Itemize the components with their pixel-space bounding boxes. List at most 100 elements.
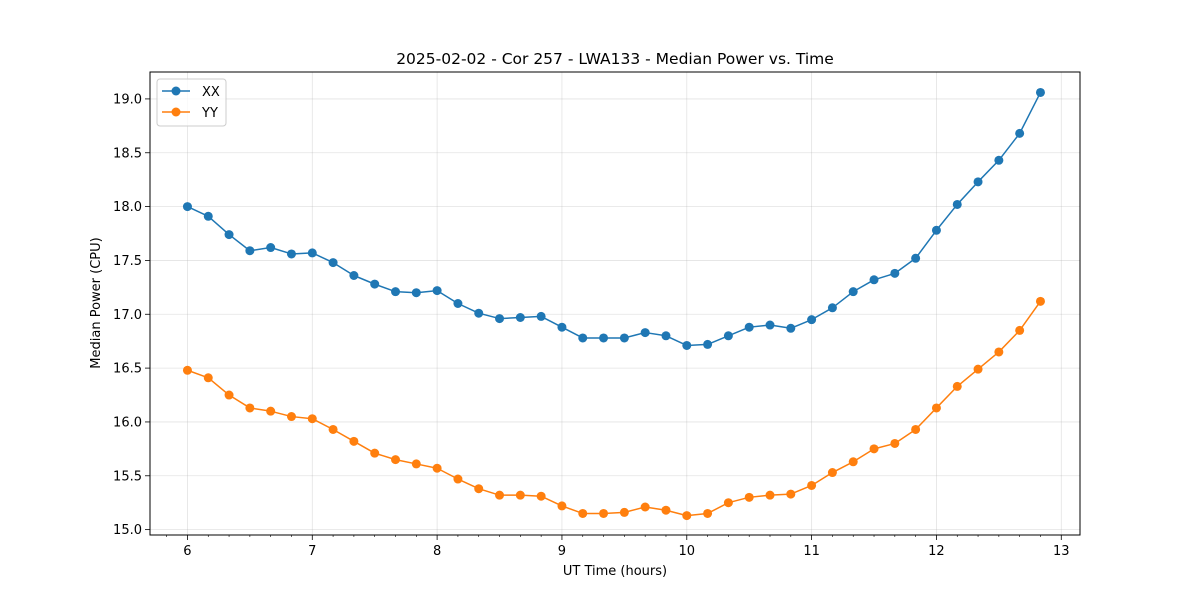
legend-marker-xx bbox=[171, 86, 181, 96]
legend-label-yy: YY bbox=[201, 106, 218, 121]
data-point-xx bbox=[827, 303, 837, 313]
data-point-yy bbox=[682, 511, 692, 521]
x-tick-label: 8 bbox=[433, 544, 441, 559]
data-point-xx bbox=[682, 340, 692, 350]
plot-frame bbox=[149, 71, 1081, 536]
data-point-yy bbox=[432, 463, 442, 473]
data-point-xx bbox=[848, 287, 858, 297]
data-point-xx bbox=[328, 258, 338, 268]
data-point-yy bbox=[557, 501, 567, 511]
data-point-xx bbox=[578, 333, 588, 343]
data-point-yy bbox=[474, 484, 484, 494]
data-point-yy bbox=[661, 505, 671, 515]
data-point-xx bbox=[661, 331, 671, 341]
data-point-xx bbox=[640, 328, 650, 338]
y-tick-label: 17.0 bbox=[113, 308, 142, 323]
data-point-yy bbox=[307, 414, 317, 424]
data-point-xx bbox=[973, 177, 983, 187]
data-point-yy bbox=[370, 448, 380, 458]
data-point-yy bbox=[807, 480, 817, 490]
grid bbox=[150, 72, 1080, 535]
data-point-yy bbox=[827, 468, 837, 478]
data-point-yy bbox=[411, 459, 421, 469]
x-tick-label: 11 bbox=[803, 544, 820, 559]
y-tick-label: 18.5 bbox=[113, 146, 142, 161]
y-axis-label: Median Power (CPU) bbox=[89, 237, 104, 368]
x-axis-ticks: 6 7 8 9 10 11 12 13 bbox=[166, 535, 1070, 559]
data-point-yy bbox=[245, 403, 255, 413]
data-point-yy bbox=[515, 490, 525, 500]
data-point-xx bbox=[245, 246, 255, 256]
x-tick-label: 7 bbox=[308, 544, 316, 559]
data-point-yy bbox=[869, 444, 879, 454]
data-point-yy bbox=[1015, 325, 1025, 335]
data-point-yy bbox=[203, 373, 213, 383]
data-point-xx bbox=[286, 249, 296, 259]
data-point-xx bbox=[931, 225, 941, 235]
data-point-xx bbox=[432, 286, 442, 296]
y-axis-ticks: 15.0 15.5 16.0 16.5 17.0 17.5 18.0 18.5 19.0 bbox=[113, 92, 150, 538]
data-point-xx bbox=[203, 211, 213, 221]
data-point-xx bbox=[786, 323, 796, 333]
data-point-xx bbox=[495, 314, 505, 324]
data-point-yy bbox=[495, 490, 505, 500]
y-tick-label: 18.0 bbox=[113, 200, 142, 215]
data-point-yy bbox=[765, 490, 775, 500]
y-tick-label: 16.5 bbox=[113, 362, 142, 377]
data-point-xx bbox=[869, 275, 879, 285]
data-point-yy bbox=[266, 406, 276, 416]
data-point-yy bbox=[578, 508, 588, 518]
chart-title: 2025-02-02 - Cor 257 - LWA133 - Median P… bbox=[396, 50, 834, 68]
legend-marker-yy bbox=[171, 107, 181, 117]
data-point-yy bbox=[640, 502, 650, 512]
legend-label-xx: XX bbox=[202, 85, 220, 100]
data-point-xx bbox=[224, 230, 234, 240]
data-point-xx bbox=[349, 271, 359, 281]
data-point-yy bbox=[973, 364, 983, 374]
x-tick-label: 6 bbox=[183, 544, 191, 559]
data-point-xx bbox=[703, 339, 713, 349]
data-point-xx bbox=[1015, 128, 1025, 138]
data-point-yy bbox=[1035, 296, 1045, 306]
legend: XX YY bbox=[156, 78, 227, 127]
data-point-yy bbox=[391, 455, 401, 465]
data-point-xx bbox=[994, 155, 1004, 165]
x-tick-label: 13 bbox=[1053, 544, 1070, 559]
data-point-xx bbox=[307, 248, 317, 258]
x-tick-label: 12 bbox=[928, 544, 945, 559]
data-point-xx bbox=[370, 279, 380, 289]
data-point-yy bbox=[536, 491, 546, 501]
data-point-yy bbox=[723, 498, 733, 508]
data-point-yy bbox=[703, 508, 713, 518]
data-point-xx bbox=[266, 243, 276, 253]
y-tick-label: 17.5 bbox=[113, 254, 142, 269]
data-point-xx bbox=[890, 268, 900, 278]
data-point-xx bbox=[599, 333, 609, 343]
data-point-xx bbox=[952, 199, 962, 209]
data-point-yy bbox=[911, 424, 921, 434]
y-tick-label: 15.5 bbox=[113, 469, 142, 484]
data-point-xx bbox=[453, 299, 463, 308]
data-point-yy bbox=[931, 403, 941, 413]
data-point-xx bbox=[557, 322, 567, 332]
data-point-xx bbox=[911, 253, 921, 263]
series-layer bbox=[182, 87, 1045, 521]
data-point-yy bbox=[453, 474, 463, 484]
data-point-yy bbox=[786, 489, 796, 499]
y-tick-label: 16.0 bbox=[113, 415, 142, 430]
data-point-xx bbox=[411, 288, 421, 298]
y-tick-label: 19.0 bbox=[113, 92, 142, 107]
y-tick-label: 15.0 bbox=[113, 523, 142, 538]
data-point-yy bbox=[182, 365, 192, 375]
data-point-xx bbox=[391, 287, 401, 297]
data-point-yy bbox=[994, 347, 1004, 357]
data-point-yy bbox=[952, 381, 962, 391]
data-point-yy bbox=[349, 436, 359, 446]
data-point-xx bbox=[765, 320, 775, 330]
data-point-xx bbox=[474, 308, 484, 318]
data-point-yy bbox=[619, 507, 629, 517]
x-tick-label: 10 bbox=[679, 544, 696, 559]
data-point-xx bbox=[744, 322, 754, 332]
data-point-yy bbox=[890, 438, 900, 448]
